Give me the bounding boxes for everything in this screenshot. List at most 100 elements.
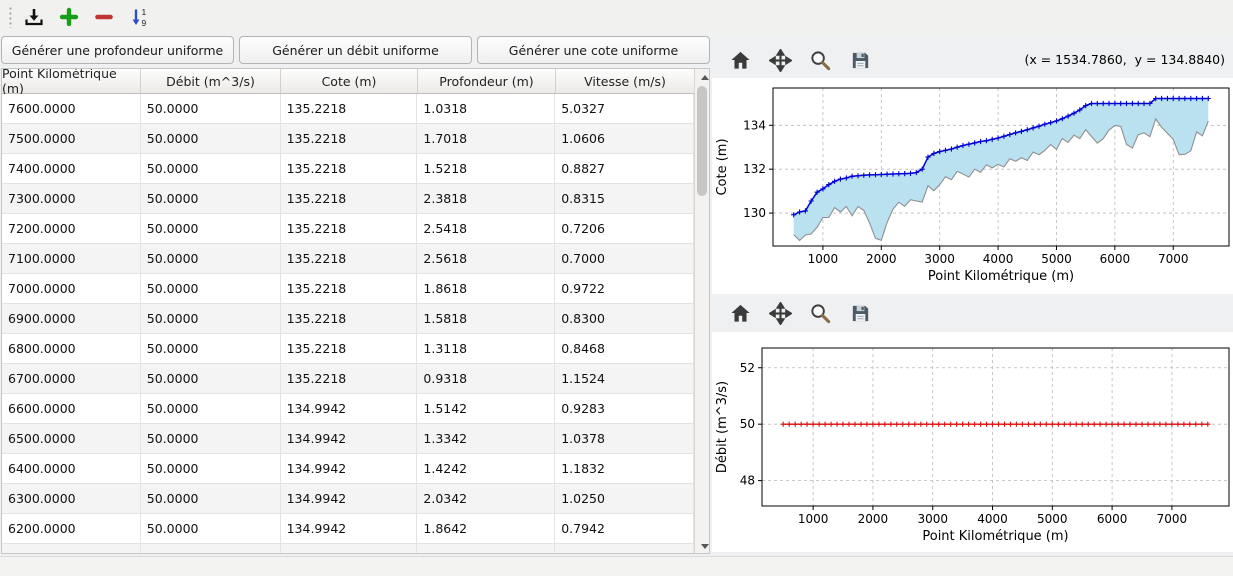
generate-uniform-depth-button[interactable]: Générer une profondeur uniforme bbox=[1, 36, 234, 64]
table-cell[interactable]: 7000.0000 bbox=[2, 274, 141, 304]
table-cell[interactable]: 50.0000 bbox=[140, 274, 281, 304]
table-cell[interactable]: 1.5142 bbox=[417, 394, 556, 424]
scrollbar-thumb[interactable] bbox=[697, 86, 707, 196]
table-cell[interactable]: 0.9318 bbox=[417, 364, 556, 394]
table-cell[interactable]: 1.8642 bbox=[417, 514, 556, 544]
plot1-home-button[interactable] bbox=[726, 46, 754, 74]
table-scrollbar[interactable] bbox=[694, 69, 709, 553]
table-cell[interactable]: 2.5618 bbox=[417, 244, 556, 274]
table-cell[interactable]: 6900.0000 bbox=[2, 304, 141, 334]
table-cell[interactable]: 135.2218 bbox=[280, 214, 418, 244]
table-cell[interactable]: 1.4242 bbox=[417, 454, 556, 484]
table-cell[interactable]: 50.0000 bbox=[140, 184, 281, 214]
table-cell[interactable]: 50.0000 bbox=[140, 244, 281, 274]
table-cell[interactable]: 135.2218 bbox=[280, 244, 418, 274]
table-cell[interactable]: 50.0000 bbox=[141, 544, 281, 553]
table-cell[interactable]: 1.8618 bbox=[417, 274, 556, 304]
table-cell[interactable]: 134.9942 bbox=[280, 484, 418, 514]
sort-rows-button[interactable]: 1 9 bbox=[124, 3, 154, 31]
table-cell[interactable]: 1.3342 bbox=[417, 424, 556, 454]
table-cell[interactable]: 134.9942 bbox=[281, 544, 418, 553]
table-cell[interactable]: 1.0378 bbox=[555, 424, 694, 454]
table-cell[interactable]: 135.2218 bbox=[280, 334, 418, 364]
table-cell[interactable]: 50.0000 bbox=[140, 484, 281, 514]
table-cell[interactable]: 6600.0000 bbox=[2, 394, 141, 424]
table-cell[interactable]: 2.0342 bbox=[417, 484, 556, 514]
table-cell[interactable]: 6100.0000 bbox=[2, 544, 141, 553]
table-cell[interactable]: 7100.0000 bbox=[2, 244, 141, 274]
table-cell[interactable]: 50.0000 bbox=[140, 514, 281, 544]
table-cell[interactable]: 1.5218 bbox=[417, 154, 556, 184]
table-cell[interactable]: 6700.0000 bbox=[2, 364, 141, 394]
table-cell[interactable]: 50.0000 bbox=[140, 424, 281, 454]
table-cell[interactable]: 1.1524 bbox=[555, 364, 694, 394]
scrollbar-down-button[interactable] bbox=[695, 538, 709, 553]
plot2-home-button[interactable] bbox=[726, 299, 754, 327]
table-cell[interactable]: 7400.0000 bbox=[2, 154, 141, 184]
table-cell[interactable]: 0.9641 bbox=[555, 544, 694, 553]
table-cell[interactable]: 7600.0000 bbox=[2, 94, 141, 124]
table-cell[interactable]: 1.3118 bbox=[417, 334, 556, 364]
column-header-0[interactable]: Point Kilométrique (m) bbox=[2, 69, 141, 96]
table-cell[interactable]: 50.0000 bbox=[140, 364, 281, 394]
plot1-zoom-button[interactable] bbox=[806, 46, 834, 74]
generate-uniform-level-button[interactable]: Générer une cote uniforme bbox=[477, 36, 710, 64]
table-cell[interactable]: 50.0000 bbox=[140, 124, 281, 154]
plot2-save-button[interactable] bbox=[846, 299, 874, 327]
table-cell[interactable]: 134.9942 bbox=[280, 454, 418, 484]
column-header-1[interactable]: Débit (m^3/s) bbox=[141, 69, 281, 93]
table-cell[interactable]: 50.0000 bbox=[140, 304, 281, 334]
column-header-4[interactable]: Vitesse (m/s) bbox=[556, 69, 695, 93]
table-cell[interactable]: 135.2218 bbox=[280, 184, 418, 214]
table-cell[interactable]: 50.0000 bbox=[140, 394, 281, 424]
table-cell[interactable]: 135.2218 bbox=[280, 94, 418, 124]
table-cell[interactable]: 50.0000 bbox=[140, 154, 281, 184]
table-cell[interactable]: 2.5418 bbox=[417, 214, 556, 244]
generate-uniform-flow-button[interactable]: Générer un débit uniforme bbox=[239, 36, 472, 64]
table-cell[interactable]: 135.2218 bbox=[280, 304, 418, 334]
table-cell[interactable]: 134.9942 bbox=[280, 424, 418, 454]
table-cell[interactable]: 0.7942 bbox=[555, 514, 694, 544]
table-cell[interactable]: 1.0318 bbox=[417, 94, 556, 124]
table-cell[interactable]: 50.0000 bbox=[140, 334, 281, 364]
debit-profile-chart[interactable]: 1000 2000 3000 4000 5000 6000 7000 48 50 52 Point … bbox=[712, 332, 1233, 552]
table-cell[interactable]: 7500.0000 bbox=[2, 124, 141, 154]
table-cell[interactable]: 135.2218 bbox=[280, 124, 418, 154]
table-cell[interactable]: 1.0250 bbox=[555, 484, 694, 514]
table-cell[interactable]: 1.1832 bbox=[555, 454, 694, 484]
table-cell[interactable]: 6300.0000 bbox=[2, 484, 141, 514]
table-cell[interactable]: 134.9942 bbox=[280, 394, 418, 424]
table-cell[interactable]: 135.2218 bbox=[280, 364, 418, 394]
table-cell[interactable]: 0.7206 bbox=[555, 214, 694, 244]
table-cell[interactable]: 6200.0000 bbox=[2, 514, 141, 544]
remove-row-button[interactable] bbox=[89, 3, 119, 31]
plot2-zoom-button[interactable] bbox=[806, 299, 834, 327]
table-cell[interactable]: 5.0327 bbox=[555, 94, 694, 124]
plot1-pan-button[interactable] bbox=[766, 46, 794, 74]
table-cell[interactable]: 134.9942 bbox=[280, 514, 418, 544]
cote-profile-chart[interactable]: 1000 2000 3000 4000 5000 6000 7000 130 132 134 Poi… bbox=[712, 78, 1233, 294]
table-cell[interactable]: 135.2218 bbox=[280, 154, 418, 184]
import-data-button[interactable] bbox=[19, 3, 49, 31]
table-cell[interactable]: 0.9722 bbox=[555, 274, 694, 304]
table-cell[interactable]: 6500.0000 bbox=[2, 424, 141, 454]
add-row-button[interactable] bbox=[54, 3, 84, 31]
table-cell[interactable]: 50.0000 bbox=[140, 214, 281, 244]
table-cell[interactable]: 1.0606 bbox=[555, 124, 694, 154]
table-cell[interactable]: 6400.0000 bbox=[2, 454, 141, 484]
table-cell[interactable]: 7300.0000 bbox=[2, 184, 141, 214]
table-cell[interactable]: 7200.0000 bbox=[2, 214, 141, 244]
table-cell[interactable]: 0.8468 bbox=[555, 334, 694, 364]
table-cell[interactable]: 0.8300 bbox=[555, 304, 694, 334]
table-cell[interactable]: 1.5818 bbox=[417, 304, 556, 334]
plot1-save-button[interactable] bbox=[846, 46, 874, 74]
table-cell[interactable]: 50.0000 bbox=[140, 454, 281, 484]
table-cell[interactable]: 6800.0000 bbox=[2, 334, 141, 364]
plot2-pan-button[interactable] bbox=[766, 299, 794, 327]
table-cell[interactable]: 0.9283 bbox=[555, 394, 694, 424]
table-cell[interactable]: 50.0000 bbox=[140, 94, 281, 124]
table-cell[interactable]: 0.7000 bbox=[555, 244, 694, 274]
column-header-3[interactable]: Profondeur (m) bbox=[418, 69, 556, 93]
table-cell[interactable]: 0.8827 bbox=[555, 154, 694, 184]
scrollbar-up-button[interactable] bbox=[695, 69, 709, 84]
